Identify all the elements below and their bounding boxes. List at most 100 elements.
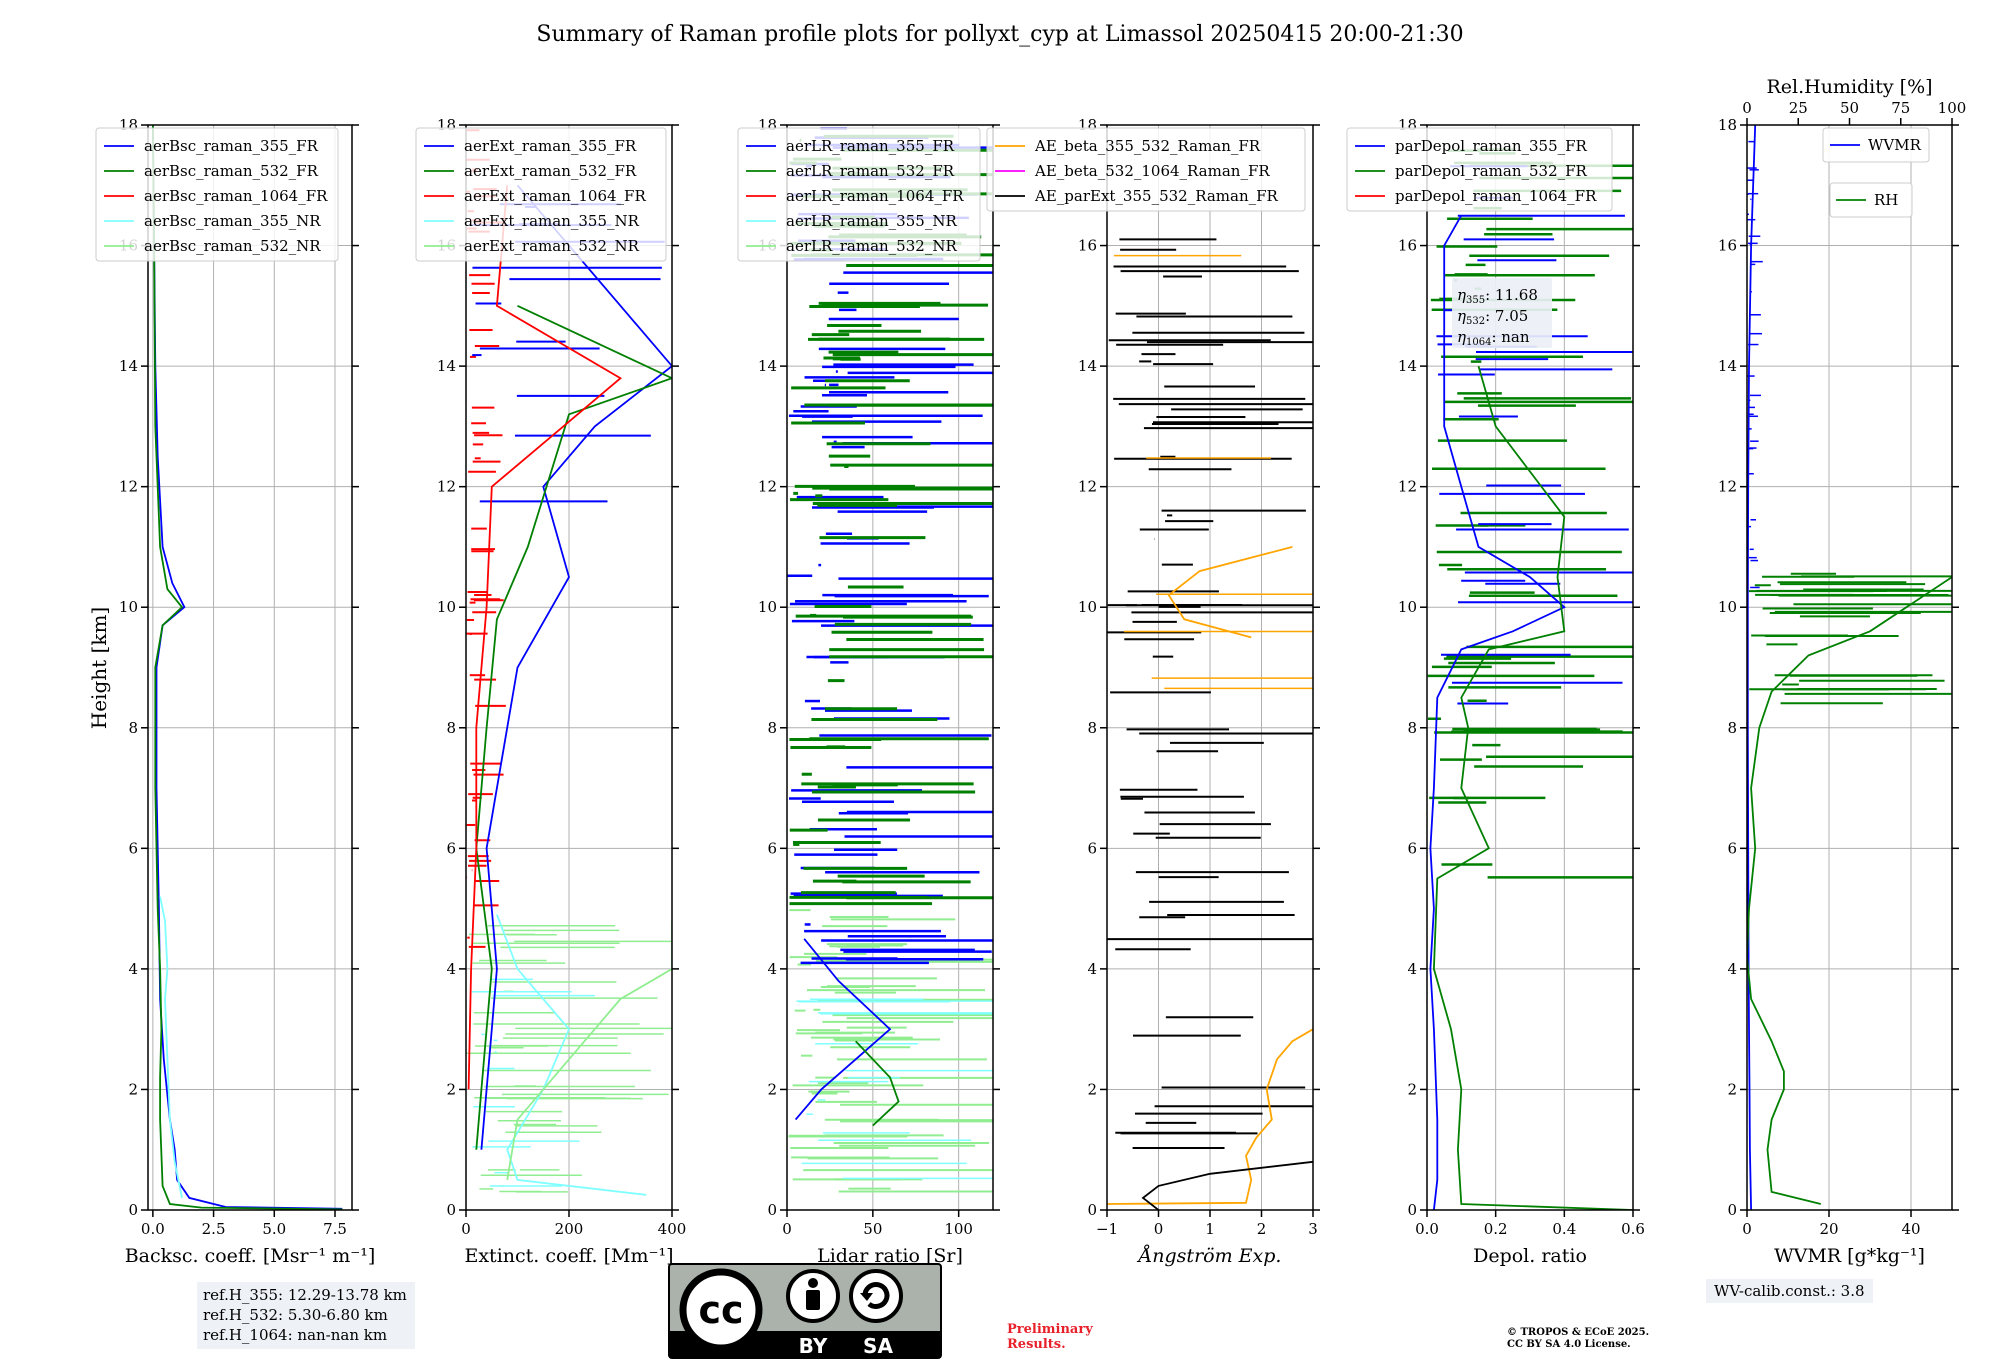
legend-box: [95, 127, 339, 262]
xtick-label: 3: [1308, 1220, 1318, 1238]
legend-entry: aerLR_raman_532_NR: [786, 237, 957, 255]
legend: aerLR_raman_355_FR aerLR_raman_532_FR aerL…: [737, 127, 981, 262]
legend-entry: aerBsc_raman_532_FR: [144, 162, 319, 180]
legend-entry: aerBsc_raman_532_NR: [144, 237, 321, 255]
ytick-label: 6: [1727, 839, 1737, 857]
xtick-label: 7.5: [323, 1220, 347, 1238]
figure-title: Summary of Raman profile plots for polly…: [536, 22, 1464, 47]
series-RH: [1747, 576, 1952, 1205]
legend-entry: aerBsc_raman_355_NR: [144, 212, 321, 230]
xtick-label: 0.6: [1621, 1220, 1645, 1238]
ytick-label: 8: [1727, 719, 1737, 737]
x-axis-label: Extinct. coeff. [Mm⁻¹]: [464, 1245, 673, 1267]
legend-box: [986, 127, 1306, 212]
ytick-label: 16: [1078, 237, 1097, 255]
ytick-label: 12: [758, 478, 777, 496]
legend-box: [1822, 127, 1930, 163]
ytick-label: 6: [128, 839, 138, 857]
series-aerExt_raman_532_NR: [506, 920, 672, 1181]
ytick-label: 12: [1078, 478, 1097, 496]
by-label: BY: [799, 1334, 828, 1358]
series-WVMR: [1747, 125, 1757, 1210]
ytick-label: 2: [767, 1080, 777, 1098]
ytick-label: 12: [1718, 478, 1737, 496]
xtick-label: 0.0: [141, 1220, 165, 1238]
legend: aerExt_raman_355_FR aerExt_raman_532_FRae…: [415, 127, 667, 262]
ytick-label: 2: [1727, 1080, 1737, 1098]
panel-3: 024681012141618050100Lidar ratio [Sr]aer…: [737, 116, 1000, 1267]
top-tick-label: 75: [1891, 99, 1910, 117]
legend-entry: parDepol_raman_532_FR: [1395, 162, 1588, 180]
xtick-label: 200: [555, 1220, 584, 1238]
legend-box: [1829, 182, 1913, 218]
xtick-label: 0.4: [1552, 1220, 1576, 1238]
xtick-label: 40: [1901, 1220, 1920, 1238]
ytick-label: 8: [767, 719, 777, 737]
ytick-label: 12: [437, 478, 456, 496]
legend-entry: aerBsc_raman_1064_FR: [144, 187, 328, 205]
plot-area: [1747, 125, 1952, 1210]
xtick-label: 0.2: [1484, 1220, 1508, 1238]
legend-entry: AE_beta_355_532_Raman_FR: [1034, 137, 1261, 155]
xtick-label: 5.0: [262, 1220, 286, 1238]
plot-area: [787, 127, 993, 1193]
ytick-label: 10: [1718, 598, 1737, 616]
ytick-label: 10: [758, 598, 777, 616]
ytick-label: 8: [128, 719, 138, 737]
legend: parDepol_raman_355_FR parDepol_raman_532_…: [1346, 127, 1613, 212]
plot-area: [1107, 238, 1313, 1210]
x-axis-label: Lidar ratio [Sr]: [817, 1245, 963, 1267]
ytick-label: 14: [437, 357, 456, 375]
ytick-label: 4: [1727, 960, 1737, 978]
ref-355: ref.H_355: 12.29-13.78 km: [203, 1286, 407, 1304]
ytick-label: 12: [119, 478, 138, 496]
preliminary-note: Preliminary Results.: [1007, 1322, 1093, 1352]
legend-box: [415, 127, 667, 262]
ytick-label: 2: [128, 1080, 138, 1098]
xtick-label: 0: [461, 1220, 471, 1238]
legend: aerBsc_raman_355_FR aerBsc_raman_532_FRae…: [95, 127, 339, 262]
xtick-label: 0: [782, 1220, 792, 1238]
plot-area: [466, 129, 672, 1196]
series-aerExt_raman_355_NR: [496, 914, 647, 1196]
series-aerExt_raman_532_FR: [475, 304, 672, 1150]
legend-entry: aerExt_raman_532_NR: [464, 237, 640, 255]
series-aerBsc_raman_532_FR: [152, 125, 343, 1210]
axes-frame: [786, 124, 994, 1211]
ytick-label: 0: [128, 1201, 138, 1219]
ytick-label: 0: [1407, 1201, 1417, 1219]
legend-entry: aerExt_raman_532_FR: [464, 162, 637, 180]
ytick-label: 14: [1078, 357, 1097, 375]
axes-frame: [147, 124, 353, 1211]
ytick-label: 6: [767, 839, 777, 857]
ytick-label: 14: [1398, 357, 1417, 375]
legend-entry: aerExt_raman_1064_FR: [464, 187, 646, 205]
ytick-label: 8: [1407, 719, 1417, 737]
axes-frame: [1746, 124, 1953, 1211]
legend-entry: parDepol_raman_355_FR: [1395, 137, 1588, 155]
reference-height-box: ref.H_355: 12.29-13.78 km ref.H_532: 5.3…: [197, 1282, 415, 1349]
ref-1064: ref.H_1064: nan-nan km: [203, 1326, 388, 1344]
ytick-label: 2: [1087, 1080, 1097, 1098]
legend-entry: RH: [1874, 191, 1898, 209]
legend: WVMR RH: [1822, 127, 1930, 218]
plot-area: [152, 125, 343, 1210]
top-tick-label: 50: [1840, 99, 1859, 117]
top-tick-label: 100: [1938, 99, 1967, 117]
xtick-label: 0.0: [1415, 1220, 1439, 1238]
eta-bg: [1452, 278, 1552, 348]
xtick-label: 0: [1154, 1220, 1164, 1238]
ytick-label: 0: [1087, 1201, 1097, 1219]
ytick-label: 2: [1407, 1080, 1417, 1098]
sa-share-icon: [849, 1269, 903, 1323]
top-axis-label: Rel.Humidity [%]: [1766, 76, 1932, 98]
ytick-label: 0: [1727, 1201, 1737, 1219]
ytick-label: 14: [1718, 357, 1737, 375]
ytick-label: 14: [119, 357, 138, 375]
panel-6: 0 2 4 6 8 10 12 14 16 18 0 20 40 WVMR [g*kg⁻¹] 0 25 50 75…: [1718, 76, 1967, 1267]
svg-text:cc: cc: [698, 1288, 743, 1332]
